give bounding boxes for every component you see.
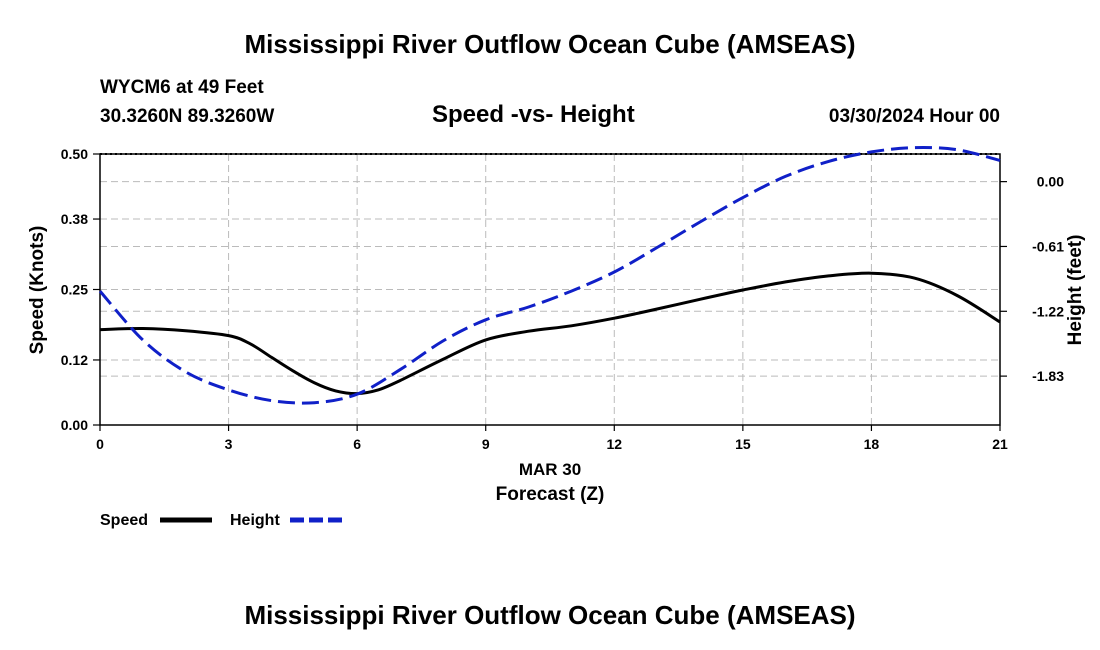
forecast-datetime: 03/30/2024 Hour 00 — [828, 106, 1000, 127]
x-tick-label: 21 — [992, 436, 1008, 452]
footer-title: Mississippi River Outflow Ocean Cube (AM… — [244, 600, 856, 630]
series-layer — [98, 146, 1001, 405]
station-label: WYCM6 at 49 Feet — [100, 77, 264, 98]
y-left-tick-label: 0.00 — [61, 417, 88, 433]
main-title: Mississippi River Outflow Ocean Cube (AM… — [244, 29, 856, 59]
y-left-tick-label: 0.38 — [61, 211, 88, 227]
coordinates-label: 30.3260N 89.3260W — [100, 106, 275, 127]
y-right-tick-label: -1.22 — [1032, 303, 1064, 319]
x-tick-label: 9 — [482, 436, 490, 452]
speed-height-chart: 0 3 6 9 12 15 18 21 0.00 0.12 0.25 0.38 0.50 -1.83 -1.… — [27, 146, 1086, 529]
x-tick-label: 0 — [96, 436, 104, 452]
y-right-tick-label: -0.61 — [1032, 238, 1064, 254]
y-left-tick-label: 0.50 — [61, 146, 88, 162]
x-tick-label: 12 — [606, 436, 622, 452]
y-axis-left-label: Speed (Knots) — [27, 226, 48, 355]
y-right-tick-label: 0.00 — [1037, 174, 1064, 190]
chart-subtitle: Speed -vs- Height — [432, 101, 635, 128]
y-right-tick-label: -1.83 — [1032, 368, 1064, 384]
height-line — [98, 146, 1001, 405]
y-left-tick-label: 0.12 — [61, 352, 88, 368]
speed-line — [99, 271, 1001, 396]
x-tick-label: 15 — [735, 436, 751, 452]
x-tick-label: 18 — [864, 436, 880, 452]
legend-height-label: Height — [230, 512, 280, 529]
grid-layer — [100, 153, 1000, 425]
ticks-layer: 0 3 6 9 12 15 18 21 0.00 0.12 0.25 0.38 0.50 -1.83 -1.… — [61, 146, 1064, 452]
y-axis-right-label: Height (feet) — [1065, 235, 1086, 346]
x-axis-date-label: MAR 30 — [519, 460, 581, 479]
x-tick-label: 3 — [225, 436, 233, 452]
legend-speed-label: Speed — [100, 512, 148, 529]
legend: Speed Height — [100, 512, 342, 529]
x-tick-label: 6 — [353, 436, 361, 452]
x-axis-label: Forecast (Z) — [496, 484, 605, 505]
y-left-tick-label: 0.25 — [61, 282, 88, 298]
